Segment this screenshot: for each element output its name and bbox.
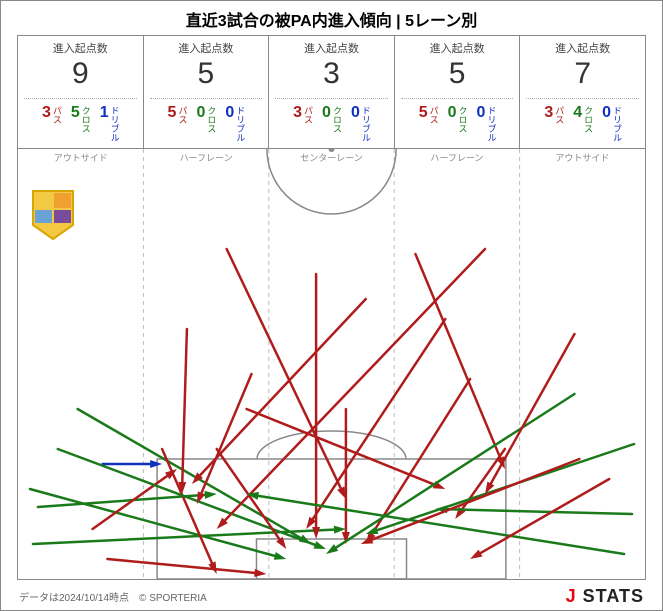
logo-rest: STATS <box>577 586 644 606</box>
lane-total: 7 <box>526 56 639 99</box>
bd-dribble: 0ドリブル <box>351 105 370 142</box>
bd-cross: 4クロス <box>573 105 592 142</box>
stats-logo: J STATS <box>566 586 644 607</box>
lane-breakdown: 5パス 0クロス 0ドリブル <box>144 103 269 142</box>
lane-total: 5 <box>401 56 514 99</box>
lane-breakdown: 3パス 4クロス 0ドリブル <box>520 103 645 142</box>
bd-pass: 3パス <box>544 105 563 142</box>
lane-total: 3 <box>275 56 388 99</box>
lane-breakdown: 5パス 0クロス 0ドリブル <box>395 103 520 142</box>
lane-box: 進入起点数5 5パス 0クロス 0ドリブル <box>394 35 520 148</box>
logo-j: J <box>566 586 577 606</box>
lane-header-label: 進入起点数 <box>520 40 645 56</box>
bd-dribble: 1ドリブル <box>100 105 119 142</box>
bd-cross: 5クロス <box>71 105 90 142</box>
bd-cross: 0クロス <box>322 105 341 142</box>
pitch-svg <box>18 149 645 579</box>
lane-header-label: 進入起点数 <box>144 40 269 56</box>
chart-container: 直近3試合の被PA内進入傾向 | 5レーン別 進入起点数93パス5クロス1ドリブ… <box>0 0 663 611</box>
lane-box: 進入起点数7 3パス 4クロス 0ドリブル <box>519 35 646 148</box>
lane-box: 進入起点数5 5パス 0クロス 0ドリブル <box>143 35 269 148</box>
bd-cross: 0クロス <box>448 105 467 142</box>
lane-box: 進入起点数9 3パス 5クロス 1ドリブル <box>17 35 143 148</box>
bd-pass: 3パス <box>42 105 61 142</box>
footer-text: データは2024/10/14時点 © SPORTERIA <box>19 589 207 604</box>
lane-header-label: 進入起点数 <box>18 40 143 56</box>
lane-breakdown: 3パス 5クロス 1ドリブル <box>18 103 143 142</box>
lanes-header: 進入起点数93パス5クロス1ドリブル進入起点数55パス0クロス0ドリブル進入起点… <box>17 35 646 149</box>
lane-header-label: 進入起点数 <box>269 40 394 56</box>
lane-total: 9 <box>24 56 137 99</box>
footer: データは2024/10/14時点 © SPORTERIA J STATS <box>1 580 662 607</box>
lane-header-label: 進入起点数 <box>395 40 520 56</box>
bd-pass: 3パス <box>293 105 312 142</box>
chart-title: 直近3試合の被PA内進入傾向 | 5レーン別 <box>1 1 662 35</box>
bd-pass: 5パス <box>168 105 187 142</box>
bd-dribble: 0ドリブル <box>602 105 621 142</box>
pitch-area: アウトサイドハーフレーンセンターレーンハーフレーンアウトサイド <box>17 149 646 580</box>
lane-total: 5 <box>150 56 263 99</box>
bd-dribble: 0ドリブル <box>225 105 244 142</box>
bd-cross: 0クロス <box>196 105 215 142</box>
lane-box: 進入起点数3 3パス 0クロス 0ドリブル <box>268 35 394 148</box>
team-badge <box>31 189 75 241</box>
bd-dribble: 0ドリブル <box>477 105 496 142</box>
bd-pass: 5パス <box>419 105 438 142</box>
lane-breakdown: 3パス 0クロス 0ドリブル <box>269 103 394 142</box>
